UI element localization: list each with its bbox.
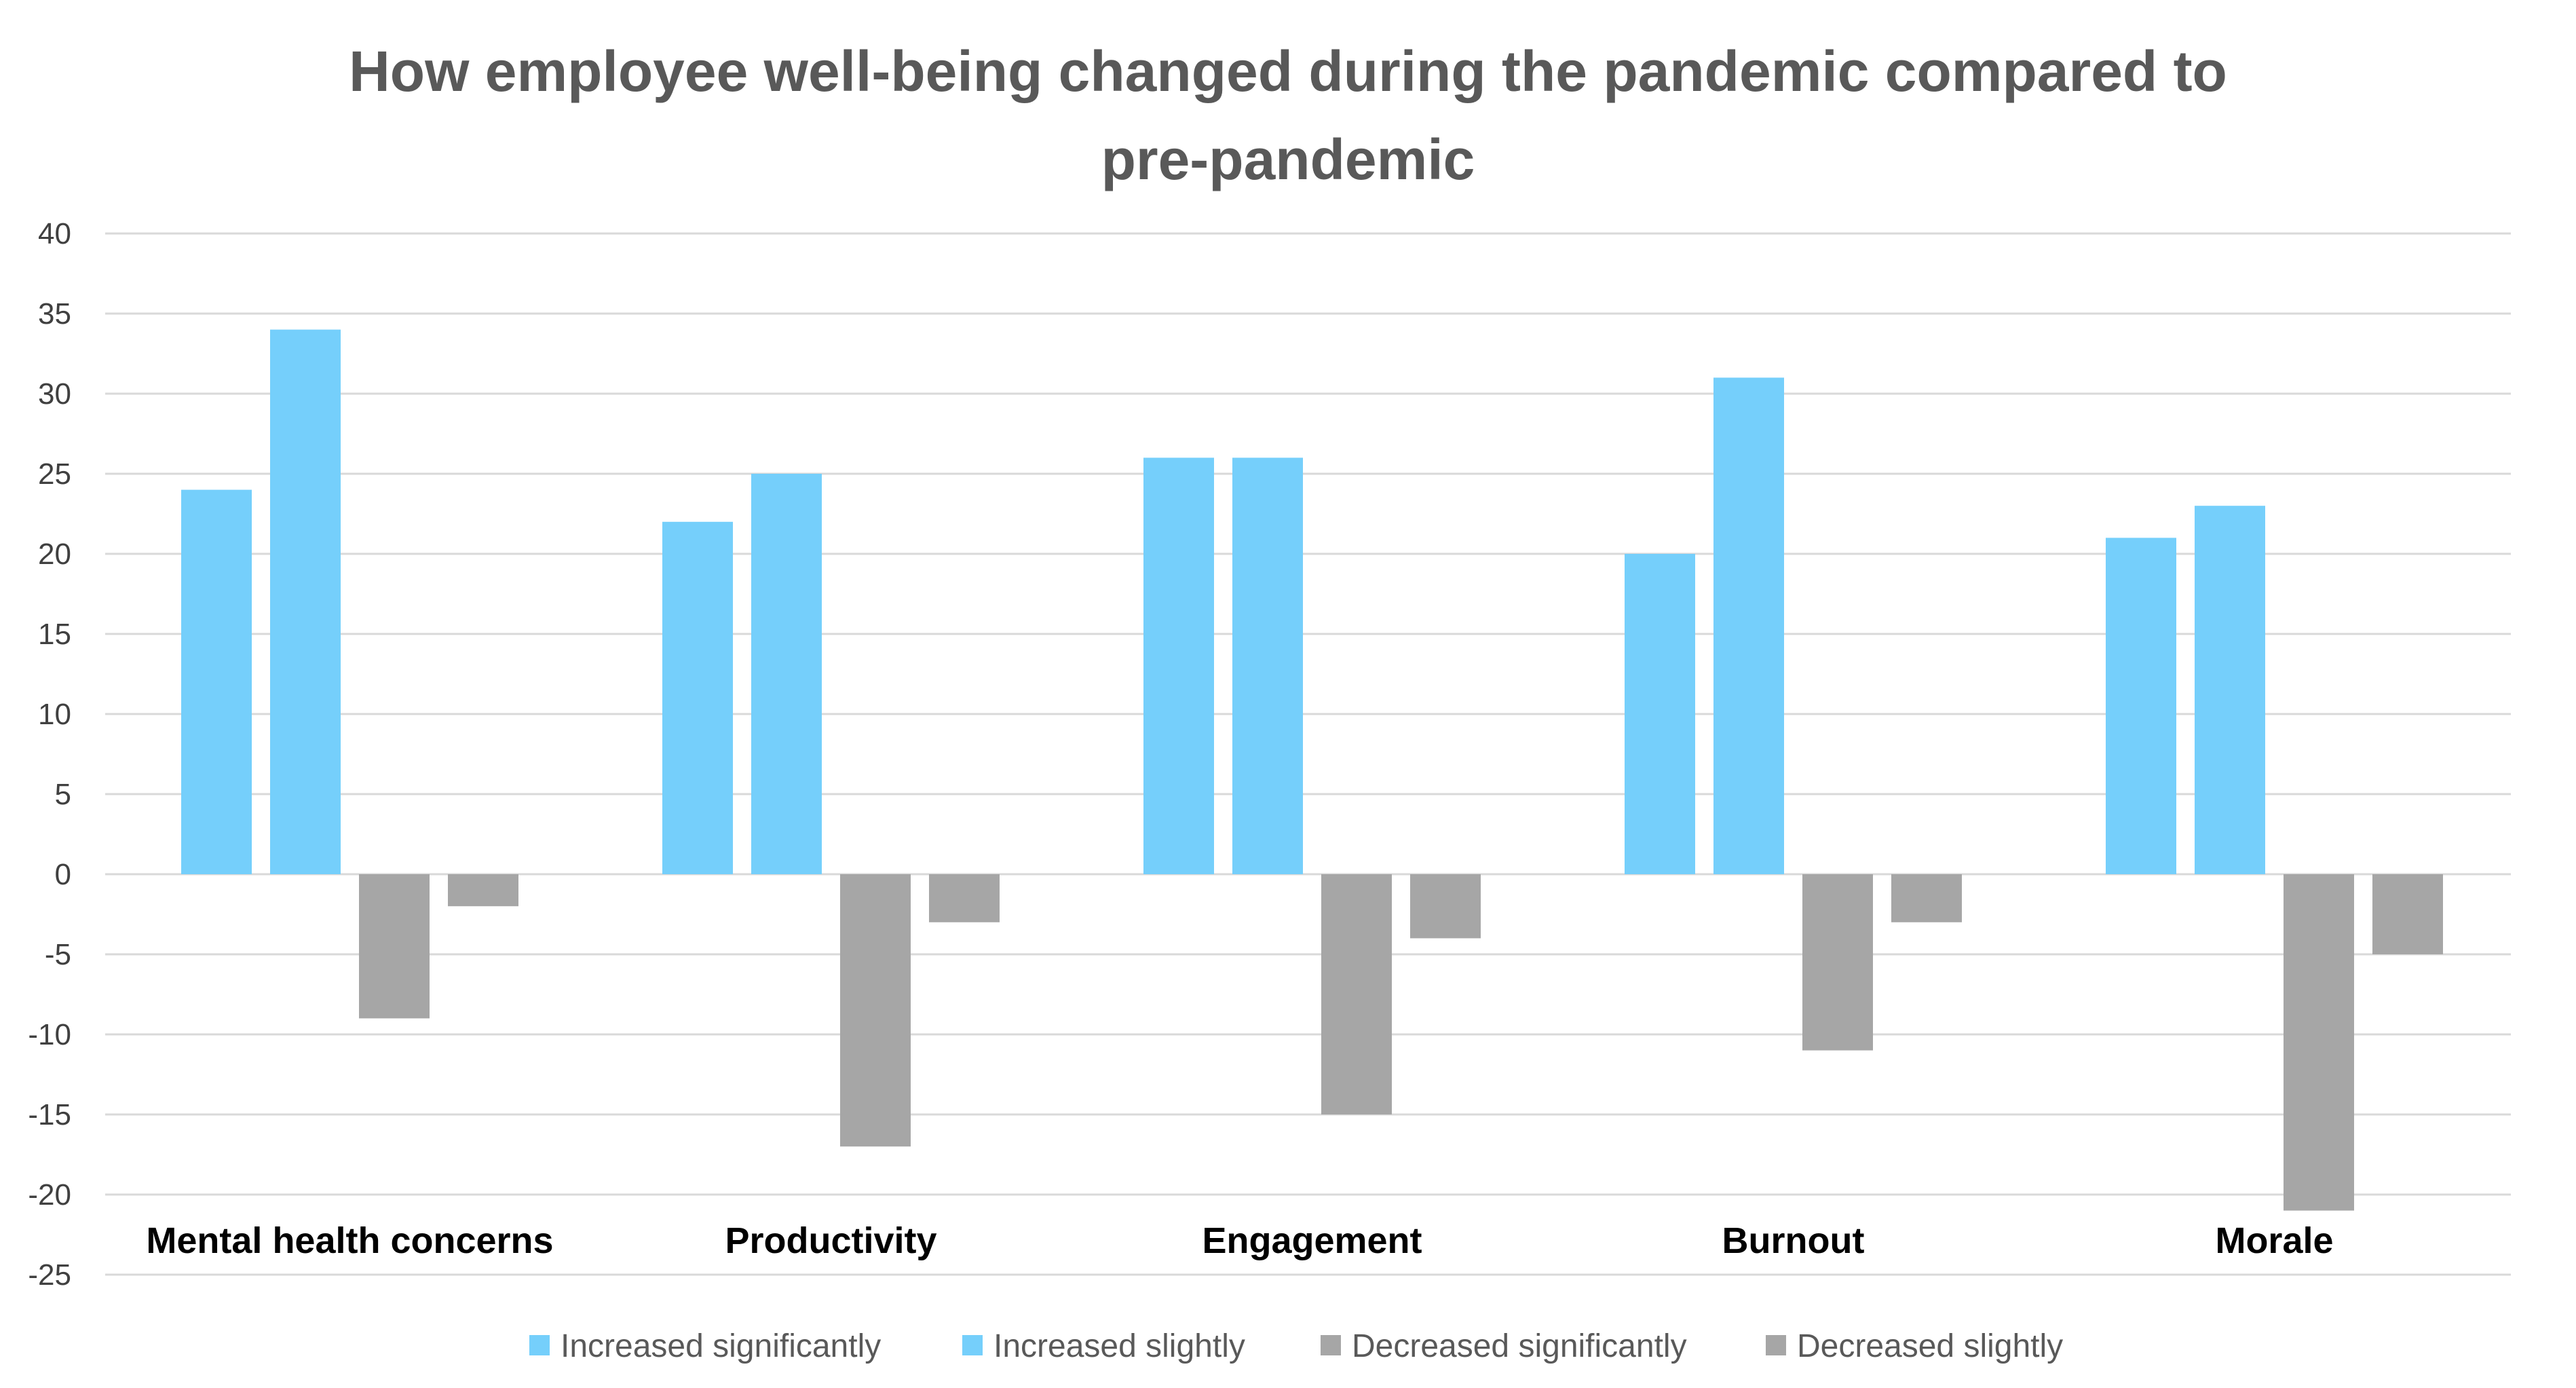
legend-swatch [962, 1335, 983, 1355]
legend: Increased significantly Increased slightl… [529, 1328, 2063, 1364]
y-tick-label: -10 [28, 1018, 71, 1051]
y-tick-label: 20 [38, 538, 71, 571]
bar-1-2 [662, 521, 733, 874]
category-label: Morale [2215, 1220, 2333, 1261]
legend-swatch [529, 1335, 550, 1355]
y-tick-label: -25 [28, 1258, 71, 1292]
bar-4-4 [1891, 874, 1962, 922]
bar-3-4 [1802, 874, 1873, 1051]
y-tick-label: -20 [28, 1178, 71, 1212]
legend-item: Decreased significantly [1321, 1328, 1687, 1364]
category-label: Mental health concerns [146, 1220, 553, 1261]
bars [181, 329, 2443, 1211]
bar-4-5 [2372, 874, 2443, 954]
bar-2-5 [2195, 506, 2265, 874]
y-tick-label: 15 [38, 618, 71, 651]
bar-2-1 [270, 329, 341, 875]
legend-label: Decreased significantly [1352, 1328, 1687, 1364]
chart-title: How employee well-being changed during t… [0, 27, 2576, 204]
y-tick-label: 35 [38, 297, 71, 331]
legend-swatch [1766, 1335, 1786, 1355]
y-tick-label: -15 [28, 1098, 71, 1131]
bar-4-1 [448, 874, 518, 907]
legend-item: Decreased slightly [1766, 1328, 2063, 1364]
bar-1-5 [2106, 538, 2176, 874]
category-label: Burnout [1722, 1220, 1865, 1261]
y-axis-tick-labels: 40 35 30 25 20 15 10 5 0 -5 -10 -15 -20 -25 [28, 217, 71, 1292]
bar-3-1 [359, 874, 430, 1019]
category-label: Productivity [725, 1220, 936, 1261]
y-tick-label: 25 [38, 457, 71, 491]
bar-1-3 [1143, 457, 1214, 874]
category-labels: Mental health concerns Productivity Engage… [146, 1220, 2333, 1261]
y-tick-label: 5 [55, 778, 71, 811]
bar-2-4 [1713, 377, 1784, 874]
bar-3-2 [840, 874, 911, 1147]
legend-item: Increased slightly [962, 1328, 1245, 1364]
bar-4-3 [1410, 874, 1481, 939]
bar-2-3 [1232, 457, 1303, 874]
chart-title-line-1: How employee well-being changed during t… [349, 39, 2227, 103]
bar-2-2 [751, 474, 822, 874]
bar-4-2 [929, 874, 1000, 922]
y-tick-label: 0 [55, 858, 71, 891]
bar-1-4 [1625, 554, 1695, 874]
legend-swatch [1321, 1335, 1341, 1355]
category-label: Engagement [1202, 1220, 1422, 1261]
bar-3-5 [2284, 874, 2354, 1211]
legend-label: Decreased slightly [1797, 1328, 2063, 1364]
chart-title-line-2: pre-pandemic [1101, 128, 1475, 191]
legend-label: Increased slightly [993, 1328, 1245, 1364]
bar-3-3 [1321, 874, 1392, 1114]
legend-label: Increased significantly [561, 1328, 881, 1364]
bar-1-1 [181, 489, 252, 874]
legend-item: Increased significantly [529, 1328, 881, 1364]
y-tick-label: 30 [38, 377, 71, 411]
y-tick-label: -5 [45, 938, 71, 971]
y-tick-label: 10 [38, 698, 71, 731]
y-tick-label: 40 [38, 217, 71, 250]
